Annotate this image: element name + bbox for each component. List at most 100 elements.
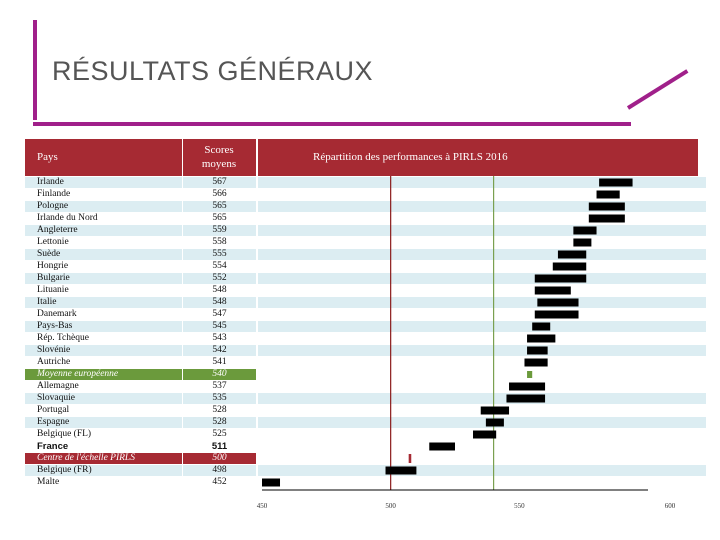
bar-su-de — [557, 250, 587, 259]
country-score: 565 — [212, 213, 227, 223]
country-score: 500 — [183, 453, 256, 464]
country-score: 555 — [183, 249, 256, 260]
bar-slov-nie — [527, 346, 548, 355]
header-country-label: Pays — [37, 151, 58, 163]
country-name: Rép. Tchèque — [37, 333, 89, 343]
country-name: Moyenne européenne — [25, 369, 182, 380]
bar-france — [429, 442, 455, 451]
bar-belgique-fr- — [385, 466, 417, 475]
country-score: 548 — [212, 285, 227, 295]
page-title: RÉSULTATS GÉNÉRAUX — [52, 56, 374, 86]
country-score: 511 — [211, 441, 228, 452]
bar-irlande-du-nord — [588, 214, 625, 223]
table-row: Pologne 565 — [25, 201, 706, 213]
table-row: Pays-Bas 545 — [25, 321, 706, 333]
table-row: Belgique (FR) 498 — [25, 465, 706, 477]
table-row: Slovénie 542 — [25, 345, 706, 357]
table-row: Bulgarie 552 — [25, 273, 706, 285]
table-row: Centre de l'échelle PIRLS 500 — [25, 453, 706, 465]
country-score: 552 — [183, 273, 256, 284]
country-score: 528 — [183, 417, 256, 428]
row-stripe — [258, 465, 706, 476]
table-header-chart: Répartition des performances à PIRLS 201… — [258, 139, 698, 176]
country-score: 525 — [212, 429, 227, 439]
table-row: Hongrie 554 — [25, 261, 706, 273]
country-name: Pays-Bas — [25, 321, 182, 332]
country-score: 498 — [183, 465, 256, 476]
country-name: France — [37, 441, 69, 452]
table-row: Portugal 528 — [25, 405, 706, 417]
country-name: Hongrie — [37, 261, 69, 271]
row-stripe — [258, 249, 706, 260]
country-name: Danemark — [37, 309, 77, 319]
country-name: Irlande du Nord — [37, 213, 98, 223]
country-name: Belgique (FL) — [37, 429, 92, 439]
country-score: 528 — [212, 405, 227, 415]
bar-belgique-fl- — [473, 430, 497, 439]
table-row: Espagne 528 — [25, 417, 706, 429]
country-name: Belgique (FR) — [25, 465, 182, 476]
country-name: Slovaquie — [25, 393, 182, 404]
table-row: Belgique (FL) 525 — [25, 429, 706, 441]
bar-danemark — [534, 310, 579, 319]
row-stripe — [258, 225, 706, 236]
bar-autriche — [524, 358, 548, 367]
row-stripe — [258, 321, 706, 332]
table-row: Danemark 547 — [25, 309, 706, 321]
country-name: Finlande — [37, 189, 71, 199]
bar-irlande — [599, 178, 633, 187]
bar-portugal — [480, 406, 510, 415]
country-score: 547 — [212, 309, 227, 319]
country-score: 537 — [212, 381, 227, 391]
x-tick-label: 500 — [385, 502, 396, 510]
bar-angleterre — [573, 226, 597, 235]
country-name: Bulgarie — [25, 273, 182, 284]
header-chart-label: Répartition des performances à PIRLS 201… — [313, 151, 508, 163]
bar-allemagne — [509, 382, 546, 391]
bar-malte — [262, 478, 281, 487]
table-row: Suède 555 — [25, 249, 706, 261]
bar-centre-de-l-chelle-pirls — [408, 454, 412, 463]
table-row: Angleterre 559 — [25, 225, 706, 237]
x-tick-label: 450 — [256, 502, 268, 510]
country-score: 558 — [212, 237, 227, 247]
frame-left-line — [33, 20, 37, 120]
table-row: Lituanie 548 — [25, 285, 706, 297]
country-score: 559 — [183, 225, 256, 236]
bar-lituanie — [534, 286, 571, 295]
table-row: Allemagne 537 — [25, 381, 706, 393]
bar-lettonie — [573, 238, 592, 247]
bar-italie — [537, 298, 579, 307]
country-score: 567 — [183, 177, 256, 188]
table-row: Irlande du Nord 565 — [25, 213, 706, 225]
x-tick-label: 600 — [664, 502, 676, 510]
country-name: Lettonie — [37, 237, 69, 247]
country-score: 540 — [183, 369, 256, 380]
row-stripe — [258, 393, 706, 404]
table-row: Irlande 567 — [25, 177, 706, 189]
table-row: Italie 548 — [25, 297, 706, 309]
country-name: Autriche — [37, 357, 71, 367]
country-score: 535 — [183, 393, 256, 404]
row-stripe — [258, 273, 706, 284]
country-name: Angleterre — [25, 225, 182, 236]
table-header-score: Scores moyens — [183, 139, 256, 176]
bar-finlande — [596, 190, 620, 199]
table-row: Rép. Tchèque 543 — [25, 333, 706, 345]
bar-slovaquie — [506, 394, 546, 403]
table-row: Slovaquie 535 — [25, 393, 706, 405]
country-score: 554 — [212, 261, 227, 271]
x-tick-label: 550 — [514, 502, 525, 510]
bar-pologne — [588, 202, 625, 211]
bar-moyenne-europ-enne — [527, 371, 533, 378]
bar-espagne — [485, 418, 504, 427]
table-row: Malte 452 — [25, 477, 706, 489]
table-row: Moyenne européenne 540 — [25, 369, 706, 381]
country-name: Allemagne — [37, 381, 79, 391]
country-name: Italie — [25, 297, 182, 308]
row-stripe — [258, 345, 706, 356]
country-name: Slovénie — [25, 345, 182, 356]
header-score-label: Scores moyens — [201, 144, 237, 170]
table-row: Autriche 541 — [25, 357, 706, 369]
table-row: Finlande 566 — [25, 189, 706, 201]
